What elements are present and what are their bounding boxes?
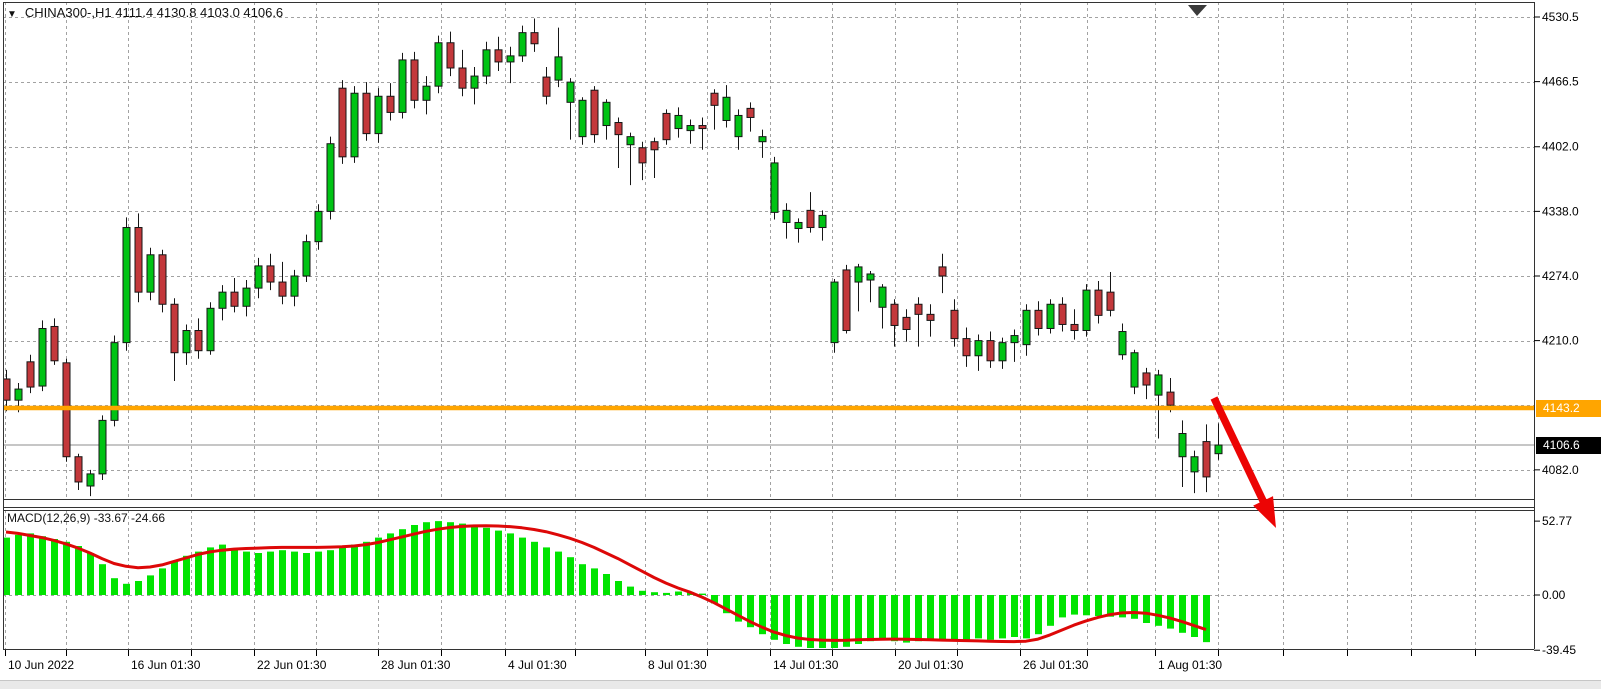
svg-text:-39.45: -39.45 <box>1542 643 1576 657</box>
svg-text:52.77: 52.77 <box>1542 514 1572 528</box>
svg-text:20 Jul 01:30: 20 Jul 01:30 <box>898 658 964 672</box>
hline-price-badge: 4143.2 <box>1536 400 1601 417</box>
window-bottom-strip <box>0 681 1601 689</box>
svg-text:1 Aug 01:30: 1 Aug 01:30 <box>1158 658 1222 672</box>
current-price-badge: 4106.6 <box>1536 437 1601 454</box>
trend-arrow[interactable] <box>1210 396 1276 528</box>
symbol-ohlc-text: CHINA300-,H1 4111.4 4130.8 4103.0 4106.6 <box>24 5 284 20</box>
price-axis: 4530.5 4466.5 4402.0 4338.0 4274.0 4210.0 4082… <box>1534 10 1579 657</box>
svg-text:4530.5: 4530.5 <box>1542 10 1579 24</box>
svg-text:4338.0: 4338.0 <box>1542 204 1579 218</box>
svg-text:16 Jun 01:30: 16 Jun 01:30 <box>131 658 201 672</box>
svg-text:28 Jun 01:30: 28 Jun 01:30 <box>381 658 451 672</box>
svg-text:4210.0: 4210.0 <box>1542 334 1579 348</box>
macd-signal-line <box>5 524 1207 644</box>
candles-layer[interactable] <box>3 18 1223 497</box>
svg-text:4402.0: 4402.0 <box>1542 140 1579 154</box>
gridlines <box>3 2 1534 649</box>
svg-text:4466.5: 4466.5 <box>1542 75 1579 89</box>
svg-text:0.00: 0.00 <box>1542 588 1566 602</box>
chart-shift-marker-icon[interactable] <box>1188 5 1207 16</box>
time-axis: 10 Jun 2022 16 Jun 01:30 22 Jun 01:30 28 Ju… <box>5 650 1476 672</box>
svg-text:26 Jul 01:30: 26 Jul 01:30 <box>1023 658 1089 672</box>
svg-text:10 Jun 2022: 10 Jun 2022 <box>8 658 74 672</box>
svg-text:14 Jul 01:30: 14 Jul 01:30 <box>773 658 839 672</box>
macd-indicator-label: MACD(12,26,9) -33.67 -24.66 <box>7 511 166 525</box>
pane-frame <box>3 2 1535 650</box>
svg-text:4 Jul 01:30: 4 Jul 01:30 <box>508 658 567 672</box>
svg-text:22 Jun 01:30: 22 Jun 01:30 <box>257 658 327 672</box>
svg-text:4082.0: 4082.0 <box>1542 463 1579 477</box>
macd-histogram <box>4 521 1210 648</box>
svg-text:4274.0: 4274.0 <box>1542 269 1579 283</box>
chart-dropdown-icon: ▼ <box>7 9 17 20</box>
svg-text:8 Jul 01:30: 8 Jul 01:30 <box>648 658 707 672</box>
symbol-header: ▼ CHINA300-,H1 4111.4 4130.8 4103.0 4106.… <box>7 5 283 20</box>
